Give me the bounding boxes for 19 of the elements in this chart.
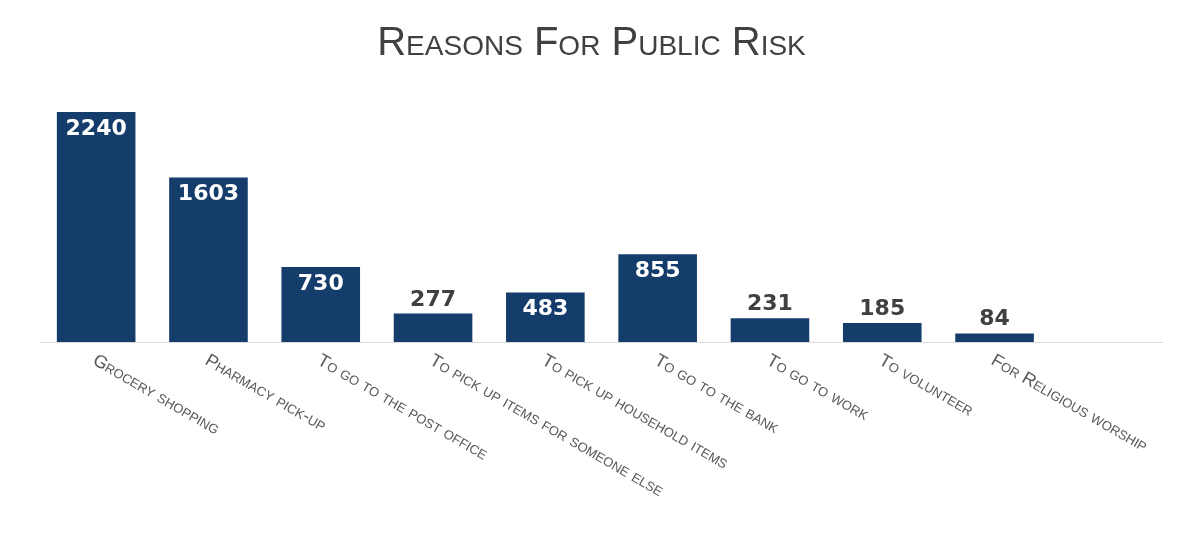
bar	[955, 333, 1034, 342]
bar	[169, 177, 248, 342]
bar	[56, 112, 136, 342]
bar	[730, 318, 810, 342]
bar	[842, 323, 922, 342]
chart-title: Reasons For Public Risk	[377, 19, 807, 64]
data-label: 483	[522, 295, 569, 321]
bar	[506, 292, 585, 342]
data-label: 277	[410, 285, 457, 311]
data-label: 730	[297, 270, 344, 296]
data-label: 2240	[65, 115, 127, 141]
data-label: 185	[859, 295, 906, 321]
data-label: 231	[746, 290, 793, 316]
data-label: 1603	[177, 180, 240, 206]
data-label: 855	[634, 257, 681, 283]
data-label: 84	[979, 305, 1010, 331]
bar	[618, 254, 697, 342]
bar	[393, 313, 473, 342]
bar	[281, 267, 361, 342]
